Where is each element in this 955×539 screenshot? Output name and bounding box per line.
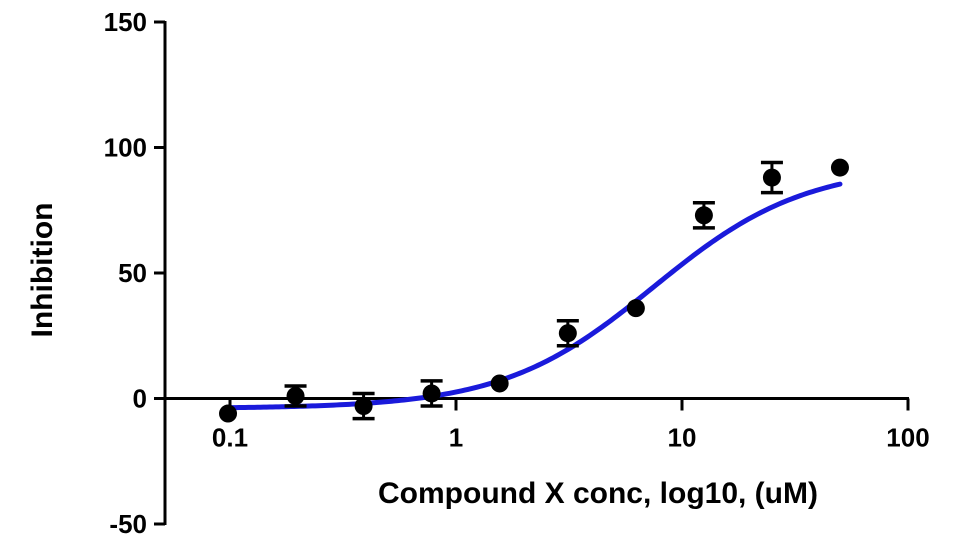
data-point xyxy=(830,158,849,177)
x-tick-label: 0.1 xyxy=(212,423,248,453)
x-tick-label: 10 xyxy=(668,423,697,453)
data-point xyxy=(558,324,577,343)
data-point xyxy=(422,384,441,403)
x-axis-title: Compound X conc, log10, (uM) xyxy=(378,477,818,510)
y-tick-label: 150 xyxy=(104,7,147,37)
data-points xyxy=(219,158,849,423)
data-point-group xyxy=(830,158,849,177)
data-point xyxy=(286,386,305,405)
data-point-group xyxy=(626,299,645,318)
data-point-group xyxy=(692,200,715,230)
data-point xyxy=(762,168,781,187)
y-ticks: -50 0 50 100 150 xyxy=(104,7,165,539)
data-point-group xyxy=(490,374,509,393)
y-tick-label: 0 xyxy=(133,384,147,414)
data-point xyxy=(354,397,373,416)
data-point-group xyxy=(219,404,238,423)
y-axis-title: Inhibition xyxy=(26,203,59,338)
data-point-group xyxy=(760,160,783,195)
data-point-group xyxy=(420,379,443,408)
x-tick-label: 1 xyxy=(449,423,463,453)
data-point-group xyxy=(556,318,579,348)
y-axis: -50 0 50 100 150 xyxy=(104,7,167,539)
x-ticks: 0.1 1 10 100 xyxy=(212,398,930,453)
x-tick-label: 100 xyxy=(886,423,929,453)
y-tick-label: -50 xyxy=(109,509,147,539)
y-tick-label: 50 xyxy=(118,258,147,288)
data-point xyxy=(694,206,713,225)
data-point xyxy=(490,374,509,393)
data-point xyxy=(219,404,238,423)
y-tick-label: 100 xyxy=(104,133,147,163)
data-point-group xyxy=(352,391,375,421)
data-point-group xyxy=(284,384,307,408)
fit-curve xyxy=(227,181,843,411)
data-point xyxy=(626,299,645,318)
